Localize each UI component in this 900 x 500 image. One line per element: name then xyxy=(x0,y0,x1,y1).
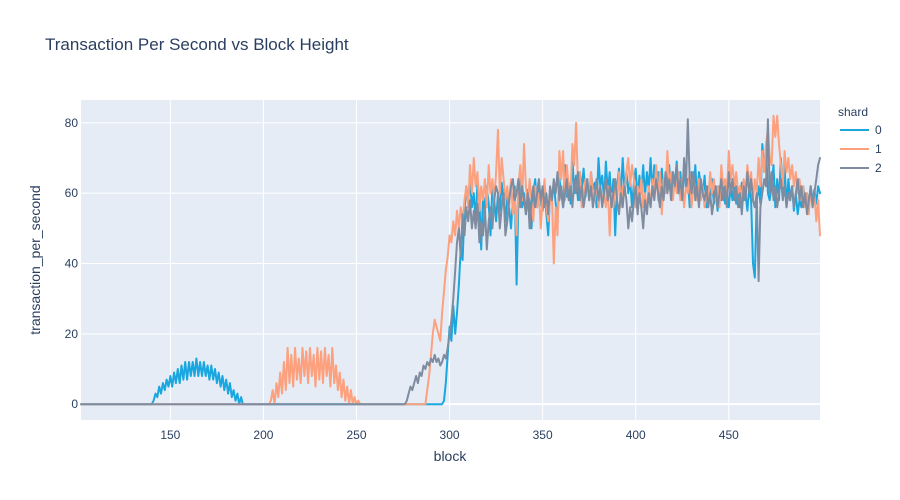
series-line-2 xyxy=(80,118,821,406)
x-tick-label: 400 xyxy=(626,428,646,442)
x-tick-label: 300 xyxy=(440,428,460,442)
chart-title: Transaction Per Second vs Block Height xyxy=(45,35,349,54)
x-tick-label: 350 xyxy=(533,428,553,442)
legend-item-0[interactable]: 0 xyxy=(840,123,882,137)
legend[interactable]: shard 0 1 2 xyxy=(838,105,882,175)
series-line-1 xyxy=(80,114,821,406)
legend-label: 1 xyxy=(875,142,882,156)
legend-items[interactable]: 0 1 2 xyxy=(840,123,882,175)
legend-item-1[interactable]: 1 xyxy=(840,142,882,156)
legend-item-2[interactable]: 2 xyxy=(840,161,882,175)
legend-label: 2 xyxy=(875,161,882,175)
y-tick-label: 60 xyxy=(65,186,79,200)
x-tick-label: 450 xyxy=(719,428,739,442)
y-tick-label: 0 xyxy=(71,397,78,411)
legend-label: 0 xyxy=(875,123,882,137)
x-tick-label: 250 xyxy=(346,428,366,442)
y-tick-label: 20 xyxy=(65,327,79,341)
tick-label-layer: 150 200 250 300 350 400 450 0 20 40 60 80 xyxy=(65,116,739,442)
y-tick-label: 40 xyxy=(65,257,79,271)
y-axis-title: transaction_per_second xyxy=(27,185,43,334)
y-tick-label: 80 xyxy=(65,116,79,130)
series-layer xyxy=(80,114,821,406)
x-axis-title: block xyxy=(434,448,468,464)
x-tick-label: 150 xyxy=(160,428,180,442)
x-tick-label: 200 xyxy=(253,428,273,442)
legend-title: shard xyxy=(838,105,868,119)
